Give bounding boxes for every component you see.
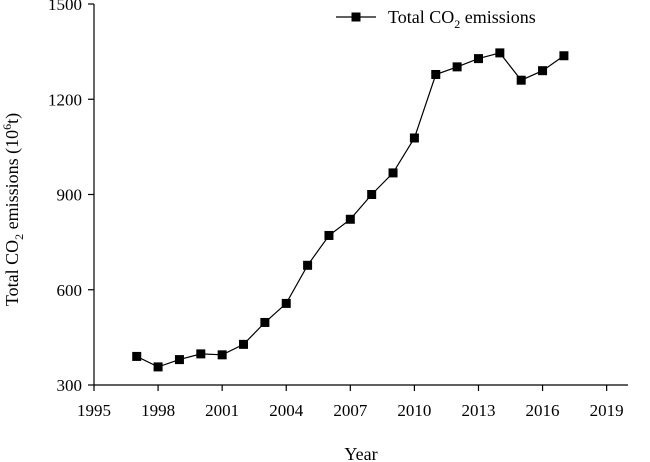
y-tick-label: 900: [57, 186, 83, 205]
data-point: [153, 362, 163, 372]
data-point: [473, 54, 483, 64]
data-point: [260, 317, 270, 327]
legend-label-post: emissions: [460, 7, 536, 27]
data-point: [559, 51, 569, 61]
data-point: [303, 260, 313, 270]
x-tick-label: 2013: [461, 401, 495, 420]
y-axis-title-post: t): [2, 113, 23, 124]
legend: Total CO2 emissions: [336, 7, 536, 31]
data-point: [217, 350, 227, 360]
x-tick-label: 2016: [526, 401, 560, 420]
series-layer: [132, 48, 569, 372]
y-axis-title-mid: emissions (10: [2, 130, 23, 234]
data-point: [324, 230, 334, 240]
x-tick-label: 2004: [269, 401, 304, 420]
legend-label-pre: Total CO: [388, 7, 454, 27]
x-tick-label: 1998: [141, 401, 175, 420]
y-axis-title: Total CO2 emissions (106t): [0, 113, 26, 306]
x-tick-label: 1995: [77, 401, 111, 420]
y-axis-title-pre: Total CO: [2, 240, 22, 306]
data-point: [345, 214, 355, 224]
y-axis-title-sub: 2: [12, 234, 26, 240]
x-tick-label: 2001: [205, 401, 239, 420]
legend-label: Total CO2 emissions: [388, 7, 536, 31]
data-point: [452, 62, 462, 72]
data-point: [281, 298, 291, 308]
data-point: [367, 190, 377, 199]
data-point: [431, 69, 441, 79]
ticks: 1995 1998 2001 2004 2007 2010 2013 2016 2019 300 6…: [48, 0, 624, 420]
data-point: [132, 351, 142, 361]
data-point: [196, 349, 206, 359]
y-tick-label: 600: [57, 281, 83, 300]
data-point: [388, 168, 398, 178]
x-axis-title: Year: [344, 444, 377, 462]
legend-label-sub: 2: [454, 17, 460, 31]
data-point: [174, 355, 184, 365]
y-tick-label: 300: [57, 376, 83, 395]
data-point: [516, 75, 526, 85]
data-point: [495, 48, 505, 58]
x-tick-label: 2019: [590, 401, 624, 420]
data-point: [409, 133, 419, 143]
data-point: [538, 66, 548, 76]
y-tick-label: 1200: [48, 90, 82, 109]
series-line: [136, 52, 565, 368]
axes: [93, 4, 628, 386]
x-tick-label: 2007: [333, 401, 368, 420]
legend-marker-square: [351, 12, 361, 22]
x-tick-label: 2010: [397, 401, 431, 420]
y-tick-label: 1500: [48, 0, 82, 14]
data-point: [239, 339, 249, 349]
y-axis-title-sup: 6: [0, 124, 14, 130]
